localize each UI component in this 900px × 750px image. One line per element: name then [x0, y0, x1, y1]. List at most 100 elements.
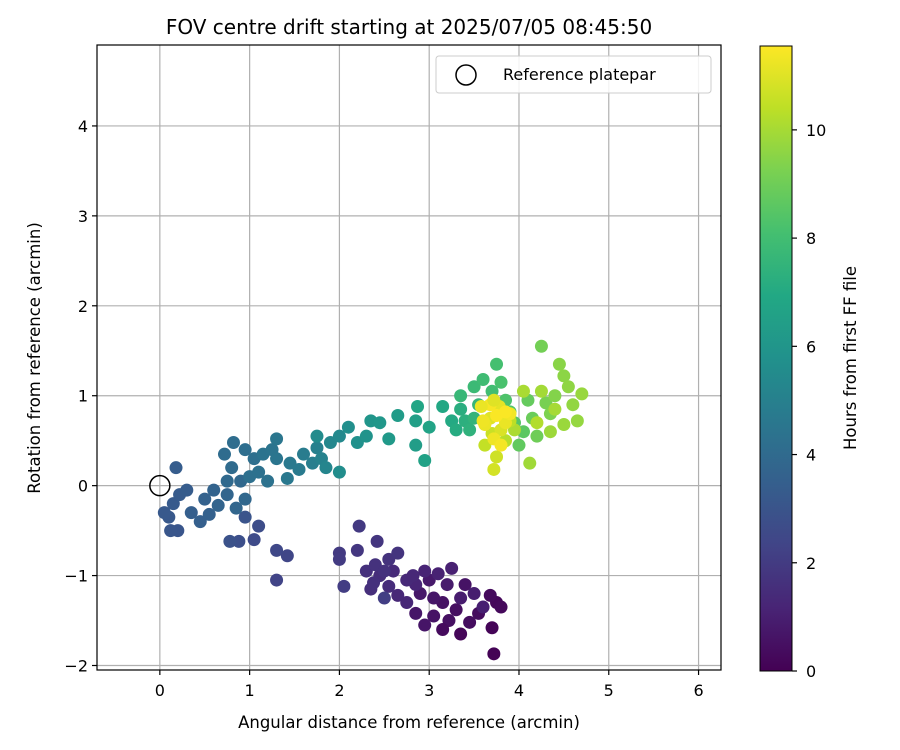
data-point: [548, 402, 562, 416]
y-tick-label: −2: [64, 657, 88, 676]
legend-marker: [455, 64, 477, 86]
data-point: [530, 416, 544, 430]
data-point: [483, 588, 497, 602]
data-point: [270, 573, 284, 587]
data-point: [223, 534, 237, 548]
y-tick-label: 0: [78, 477, 88, 496]
data-point: [184, 506, 198, 520]
colorbar-tick-label: 8: [806, 229, 816, 248]
data-point: [382, 432, 396, 446]
x-tick-label: 5: [604, 681, 614, 700]
data-point: [449, 423, 463, 437]
data-point: [377, 591, 391, 605]
data-point: [552, 357, 566, 371]
data-point: [418, 618, 432, 632]
data-point: [422, 420, 436, 434]
data-point: [310, 429, 324, 443]
x-tick-label: 6: [693, 681, 703, 700]
data-point: [220, 488, 234, 502]
data-point: [427, 609, 441, 623]
data-point: [391, 588, 405, 602]
data-point: [523, 456, 537, 470]
data-point: [238, 510, 252, 524]
data-point: [454, 389, 468, 403]
colorbar-ticks: 0 2 4 6 8 10: [792, 121, 826, 681]
data-point: [431, 567, 445, 581]
x-tick-label: 1: [245, 681, 255, 700]
data-points: [157, 339, 589, 661]
data-point: [261, 474, 275, 488]
x-tick-label: 3: [424, 681, 434, 700]
data-point: [454, 591, 468, 605]
data-point: [292, 462, 306, 476]
y-tick-label: 4: [78, 117, 88, 136]
data-point: [386, 564, 400, 578]
data-point: [467, 380, 481, 394]
data-point: [238, 443, 252, 457]
data-point: [382, 579, 396, 593]
data-point: [476, 414, 490, 428]
data-point: [391, 546, 405, 560]
data-point: [270, 543, 284, 557]
data-point: [409, 414, 423, 428]
data-point: [570, 414, 584, 428]
data-point: [391, 409, 405, 423]
data-point: [409, 438, 423, 452]
data-point: [561, 380, 575, 394]
data-point: [530, 429, 544, 443]
data-point: [463, 615, 477, 629]
data-point: [198, 492, 212, 506]
data-point: [490, 450, 504, 464]
reference-platepar-marker: [149, 474, 171, 497]
data-point: [458, 578, 472, 592]
data-point: [352, 519, 366, 533]
data-point: [494, 375, 508, 389]
colorbar-tick-label: 0: [806, 662, 816, 681]
data-point: [229, 501, 243, 515]
data-point: [557, 369, 571, 383]
data-point: [370, 534, 384, 548]
data-point: [367, 576, 381, 590]
data-point: [202, 507, 216, 521]
data-point: [232, 534, 246, 548]
data-point: [499, 405, 513, 419]
colorbar: [759, 45, 793, 672]
data-point: [169, 461, 183, 475]
data-point: [534, 339, 548, 353]
data-point: [476, 373, 490, 387]
data-point: [337, 579, 351, 593]
data-point: [193, 515, 207, 529]
x-tick-label: 0: [155, 681, 165, 700]
data-point: [463, 423, 477, 437]
data-point: [332, 429, 346, 443]
data-point: [411, 400, 425, 414]
data-point: [534, 384, 548, 398]
data-point: [220, 474, 234, 488]
data-point: [252, 519, 266, 533]
data-point: [319, 461, 333, 475]
data-point: [377, 564, 391, 578]
data-point: [400, 596, 414, 610]
data-point: [341, 420, 355, 434]
legend-box: [435, 55, 712, 94]
data-point: [157, 506, 171, 520]
y-tick-label: 3: [78, 207, 88, 226]
data-point: [297, 447, 311, 461]
data-point: [270, 432, 284, 446]
x-axis-ticks: 0 1 2 3 4 5 6: [155, 670, 704, 700]
data-point: [454, 627, 468, 641]
data-point: [557, 417, 571, 431]
data-point: [226, 435, 240, 449]
data-point: [247, 533, 261, 547]
data-point: [427, 591, 441, 605]
x-axis-label: Angular distance from reference (arcmin): [238, 713, 580, 732]
data-point: [487, 462, 501, 476]
chart-title: FOV centre drift starting at 2025/07/05 …: [166, 15, 652, 39]
y-tick-label: 1: [78, 387, 88, 406]
y-axis-label: Rotation from reference (arcmin): [25, 222, 44, 494]
data-point: [409, 606, 423, 620]
legend: Reference platepar: [435, 55, 712, 94]
grid-lines: [97, 45, 721, 670]
data-point: [476, 600, 490, 614]
